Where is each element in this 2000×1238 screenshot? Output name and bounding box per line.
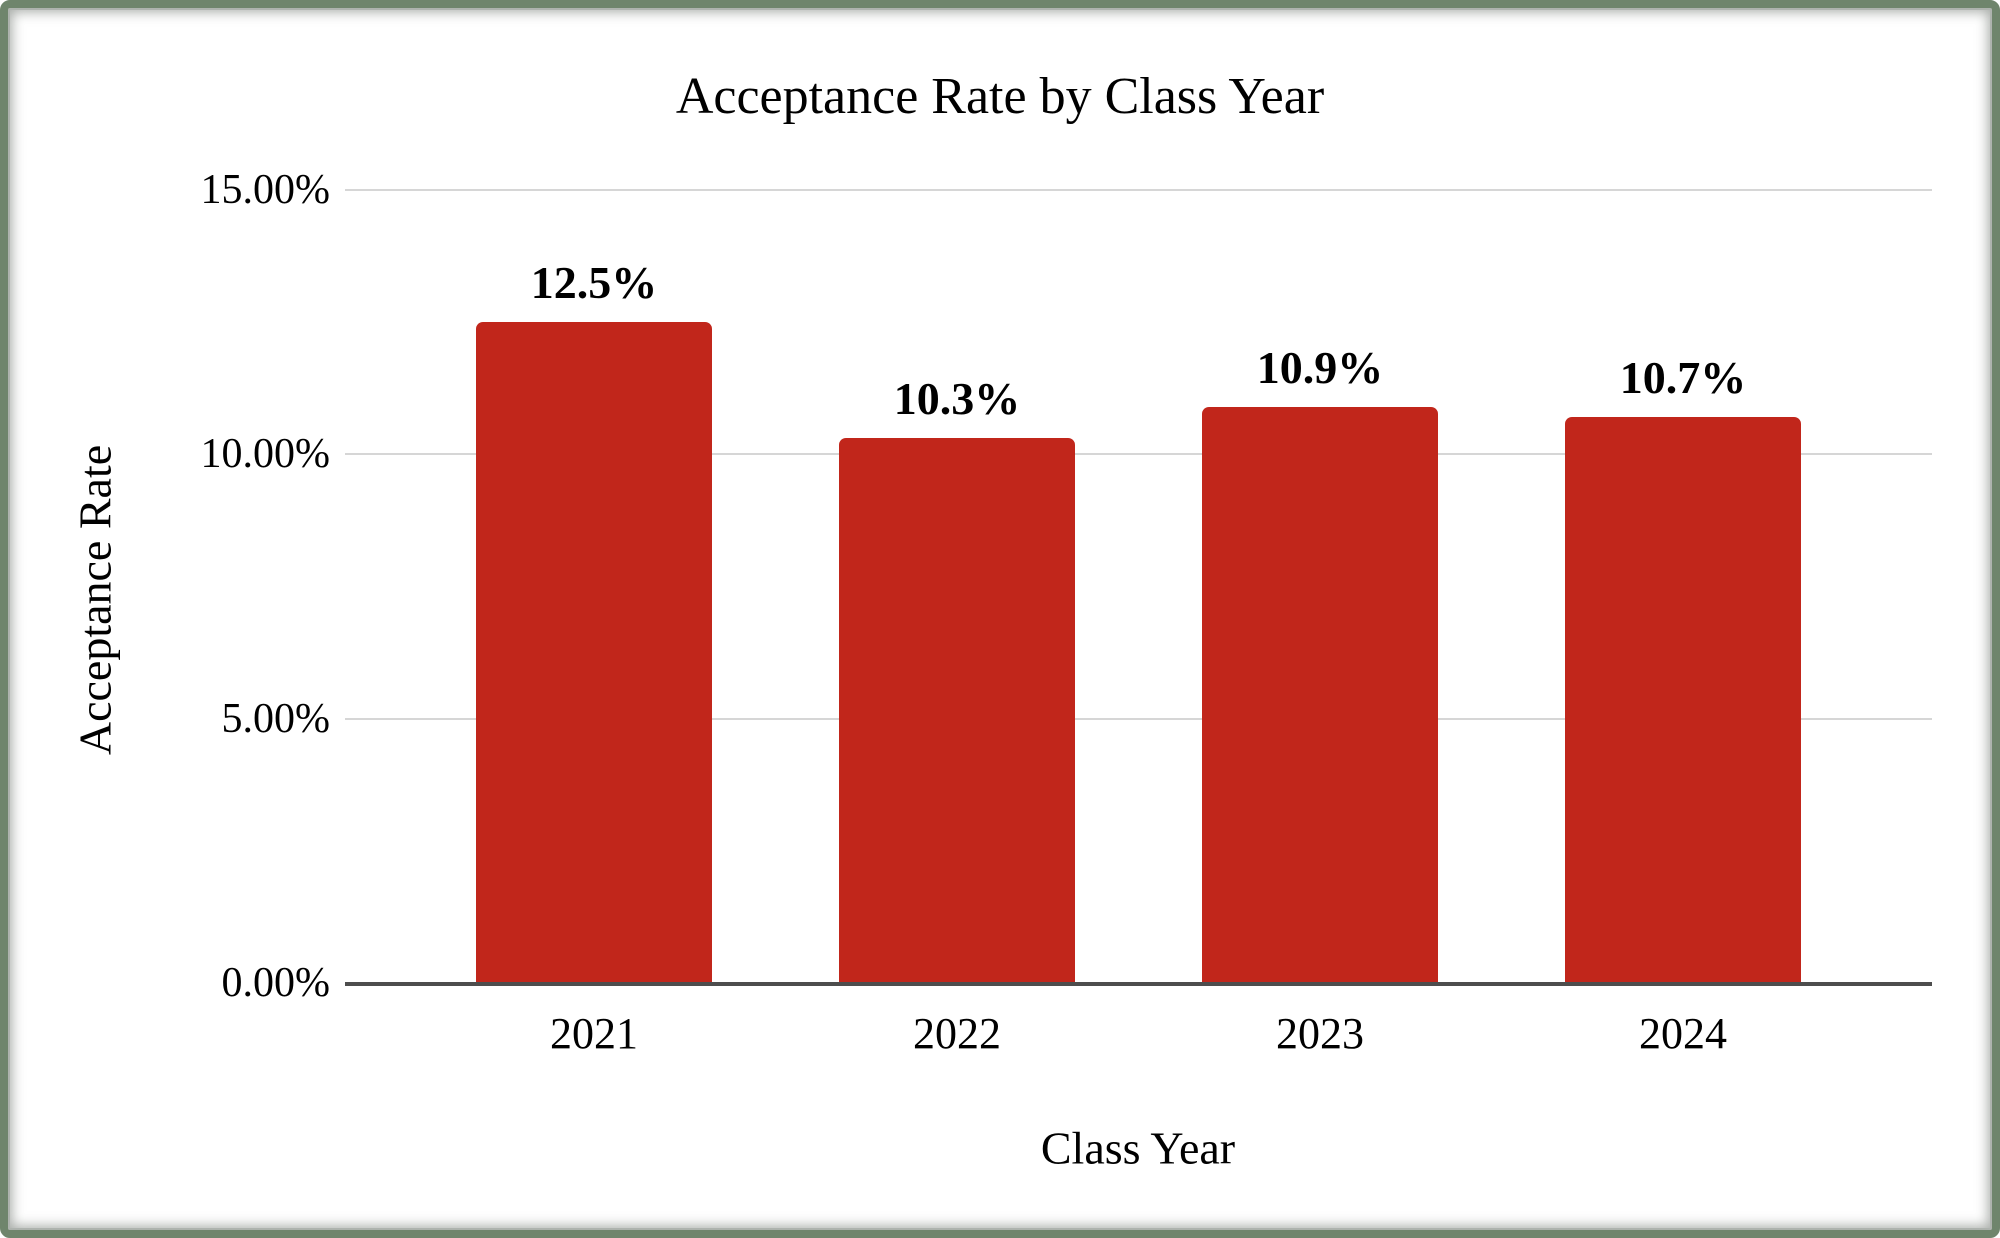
y-tick-label: 10.00% <box>200 431 331 478</box>
y-tick-label: 15.00% <box>200 167 331 213</box>
bar-2022 <box>839 438 1075 983</box>
bar-2024 <box>1565 417 1801 983</box>
chart-title: Acceptance Rate by Class Year <box>675 68 1325 125</box>
x-tick-label: 2022 <box>913 1009 1001 1058</box>
bar-value-label: 10.9% <box>1256 341 1384 393</box>
gridline <box>345 717 1932 720</box>
gridline <box>345 189 1932 191</box>
x-axis-line <box>345 982 1932 986</box>
x-tick-label: 2024 <box>1639 1009 1727 1058</box>
y-tick-label: 0.00% <box>221 960 331 1006</box>
gridline <box>345 453 1932 456</box>
bar-value-label: 12.5% <box>530 257 658 309</box>
x-tick-label: 2021 <box>550 1009 638 1058</box>
bar-2021 <box>476 322 712 983</box>
y-tick-label: 5.00% <box>221 695 331 742</box>
bar-value-label: 10.3% <box>893 373 1021 425</box>
bar-value-label: 10.7% <box>1619 352 1747 404</box>
bar-2023 <box>1202 406 1438 983</box>
x-tick-label: 2023 <box>1276 1009 1364 1058</box>
x-axis-title: Class Year <box>1040 1122 1236 1174</box>
